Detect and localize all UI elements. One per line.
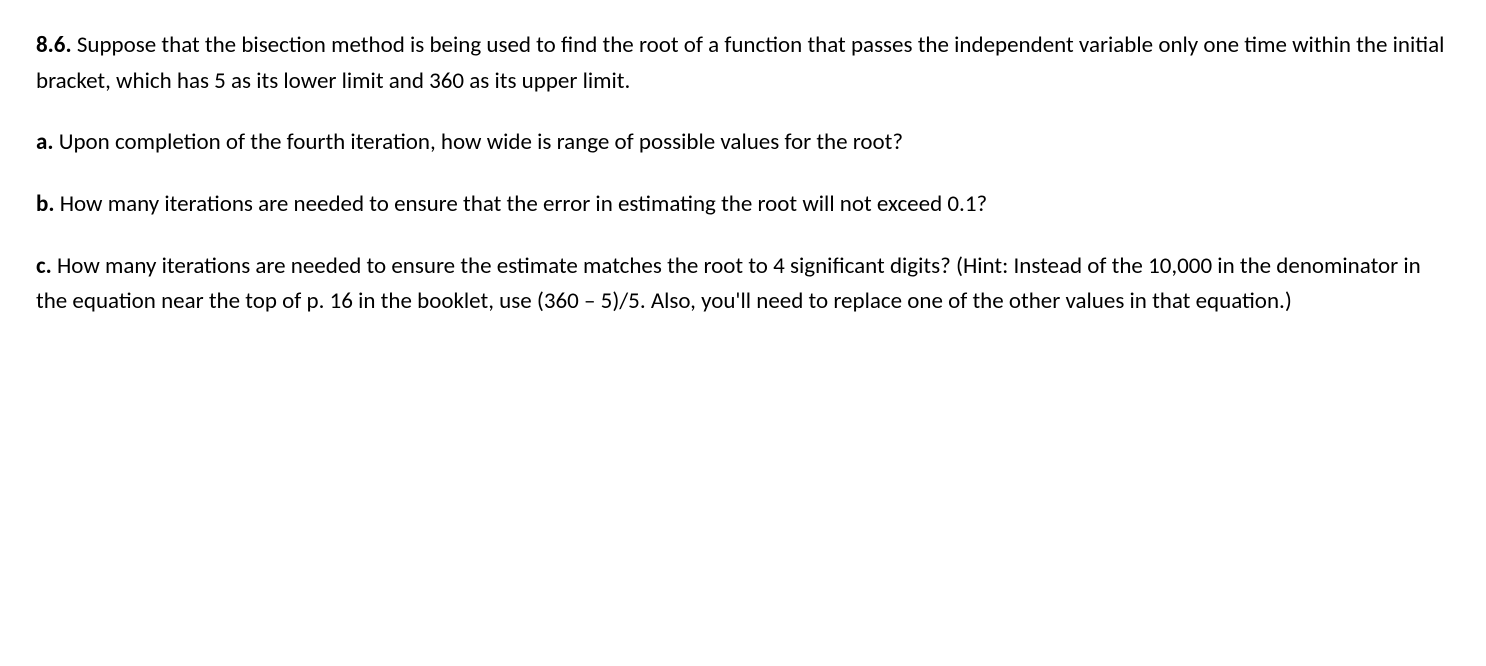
part-b-text: How many iterations are needed to ensure… bbox=[60, 190, 987, 218]
part-b-label: b. bbox=[36, 190, 60, 218]
problem-intro: 8.6. Suppose that the bisection method i… bbox=[36, 28, 1450, 99]
part-a-label: a. bbox=[36, 128, 59, 156]
part-a: a. Upon completion of the fourth iterati… bbox=[36, 125, 1450, 161]
part-b: b. How many iterations are needed to ens… bbox=[36, 187, 1450, 223]
problem-intro-text: Suppose that the bisection method is bei… bbox=[36, 31, 1444, 95]
part-c-label: c. bbox=[36, 252, 57, 280]
part-c: c. How many iterations are needed to ens… bbox=[36, 249, 1450, 320]
part-a-text: Upon completion of the fourth iteration,… bbox=[59, 128, 903, 156]
part-c-text: How many iterations are needed to ensure… bbox=[36, 252, 1421, 316]
problem-number: 8.6. bbox=[36, 31, 77, 59]
